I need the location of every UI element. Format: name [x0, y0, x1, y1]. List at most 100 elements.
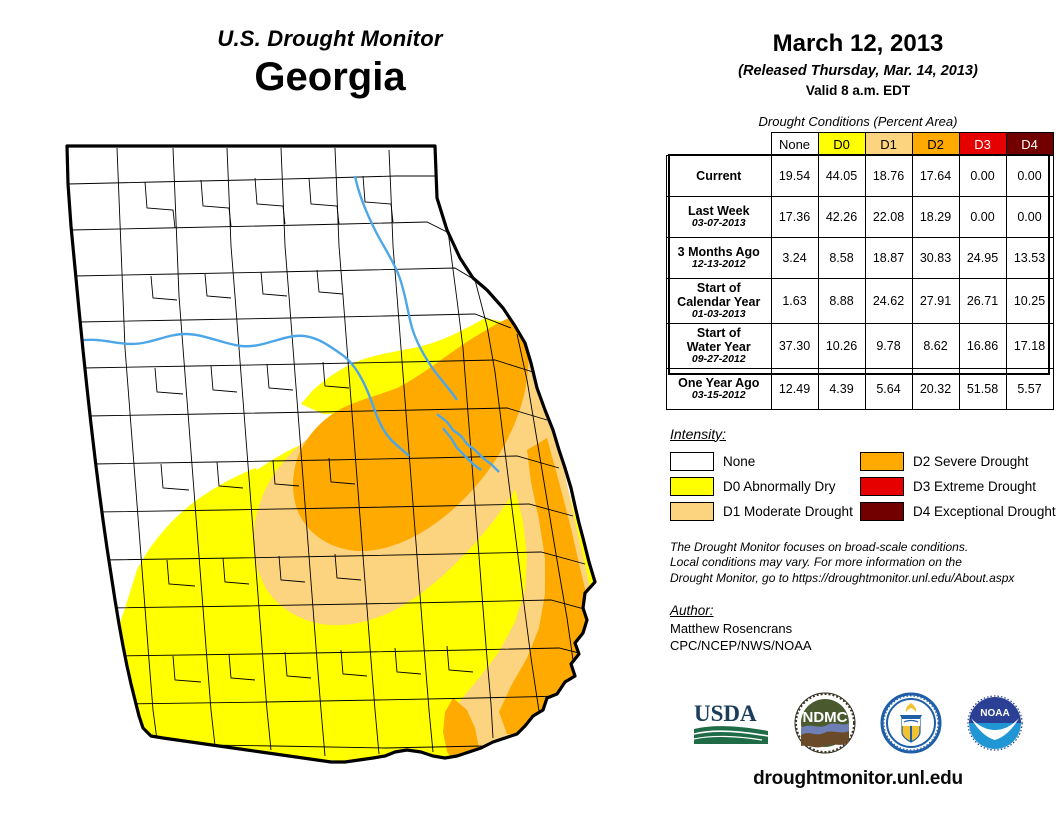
- drought-conditions-table: None D0 D1 D2 D3 D4 Current 19.54 44.05 18.76 17.…: [666, 132, 1054, 410]
- table-cell-d2: 30.83: [911, 237, 960, 279]
- svg-text:NDMC: NDMC: [803, 709, 848, 726]
- table-corner-cell: [667, 133, 772, 156]
- legend-label-d4: D4 Exceptional Drought: [913, 503, 1056, 519]
- drought-area-d2-southeast-lobe: [443, 698, 479, 762]
- table-header-d0: D0: [817, 132, 866, 156]
- table-header-d4: D4: [1005, 132, 1054, 156]
- table-row-label: Last Week 03-07-2013: [666, 196, 772, 238]
- site-url[interactable]: droughtmonitor.unl.edu: [753, 768, 963, 789]
- table-cell-d0: 44.05: [817, 155, 866, 197]
- table-cell-none: 17.36: [770, 196, 819, 238]
- table-cell-d2: 17.64: [911, 155, 960, 197]
- noaa-logo: NOAA: [967, 695, 1023, 751]
- table-row-sublabel: 09-27-2012: [691, 352, 746, 365]
- table-cell-d4: 13.53: [1005, 237, 1054, 279]
- table-cell-d2: 18.29: [911, 196, 960, 238]
- table-cell-d1: 24.62: [864, 278, 913, 324]
- legend-item-d1: D1 Moderate Drought: [670, 501, 860, 521]
- table-cell-d4: 17.18: [1005, 322, 1054, 369]
- conditions-table-wrap: None D0 D1 D2 D3 D4 Current 19.54 44.05 18.76 17.…: [666, 132, 1054, 410]
- table-cell-d2: 27.91: [911, 278, 960, 324]
- table-caption: Drought Conditions (Percent Area): [758, 114, 958, 129]
- legend-swatch-d3: [860, 476, 904, 496]
- legend-label-d3: D3 Extreme Drought: [913, 478, 1037, 494]
- table-cell-d0: 8.58: [817, 237, 866, 279]
- legend-label-d1: D1 Moderate Drought: [723, 503, 853, 519]
- savannah-river: [353, 175, 458, 401]
- table-row-label: Start of Water Year 09-27-2012: [666, 322, 772, 369]
- legend-label-none: None: [723, 453, 756, 469]
- table-cell-d4: 0.00: [1005, 155, 1054, 197]
- table-cell-none: 1.63: [770, 278, 819, 324]
- svg-text:USDA: USDA: [694, 701, 757, 726]
- table-cell-d0: 42.26: [817, 196, 866, 238]
- drought-area-d0-northwest: [121, 468, 287, 638]
- table-cell-d1: 22.08: [864, 196, 913, 238]
- drought-area-d2-coastal: [499, 438, 595, 734]
- table-header-row: None D0 D1 D2 D3 D4: [667, 132, 1054, 156]
- table-row-sublabel: 12-13-2012: [691, 258, 746, 271]
- legend-item-d2: D2 Severe Drought: [860, 451, 1050, 471]
- table-cell-d3: 51.58: [958, 367, 1007, 410]
- table-row: Last Week 03-07-2013 17.36 42.26 22.08 18.29 0…: [666, 196, 1054, 238]
- table-cell-d1: 18.87: [864, 237, 913, 279]
- table-cell-d4: 0.00: [1005, 196, 1054, 238]
- legend-item-d0: D0 Abnormally Dry: [670, 476, 860, 496]
- right-info-panel: March 12, 2013 (Released Thursday, Mar. …: [660, 0, 1056, 816]
- disclaimer-line-1: The Drought Monitor focuses on broad-sca…: [670, 539, 969, 554]
- svg-text:NOAA: NOAA: [980, 708, 1009, 719]
- table-cell-d3: 0.00: [958, 196, 1007, 238]
- legend-item-d3: D3 Extreme Drought: [860, 476, 1050, 496]
- agency-logos: USDA NDMC: [660, 692, 1056, 754]
- table-cell-d0: 4.39: [817, 367, 866, 410]
- table-cell-none: 37.30: [770, 322, 819, 369]
- table-row: 3 Months Ago 12-13-2012 3.24 8.58 18.87 30.83…: [666, 237, 1054, 279]
- author-affiliation: CPC/NCEP/NWS/NOAA: [670, 638, 812, 654]
- table-row: Start of Water Year 09-27-2012 37.30 10.26 9.…: [666, 322, 1054, 369]
- table-cell-d0: 10.26: [817, 322, 866, 369]
- table-header-d1: D1: [864, 132, 913, 156]
- table-cell-d3: 24.95: [958, 237, 1007, 279]
- title-block: U.S. Drought Monitor Georgia: [0, 26, 660, 98]
- legend-swatch-d4: [860, 501, 904, 521]
- ndmc-logo: NDMC: [794, 692, 856, 754]
- table-row-sublabel: 03-15-2012: [691, 388, 746, 401]
- table-cell-d3: 26.71: [958, 278, 1007, 324]
- usda-logo: USDA: [693, 701, 769, 744]
- table-cell-d2: 8.62: [911, 322, 960, 369]
- table-row: One Year Ago 03-15-2012 12.49 4.39 5.64 20.32…: [666, 367, 1054, 410]
- lake-clarks-hill: [442, 427, 482, 471]
- legend-item-none: None: [670, 451, 860, 471]
- author-title: Author:: [670, 602, 714, 618]
- chattahoochee-river: [72, 332, 410, 457]
- table-cell-none: 12.49: [770, 367, 819, 410]
- legend-label-d2: D2 Severe Drought: [913, 453, 1029, 469]
- table-cell-d3: 16.86: [958, 322, 1007, 369]
- date-block: March 12, 2013 (Released Thursday, Mar. …: [660, 0, 1056, 98]
- legend-swatch-d1: [670, 501, 714, 521]
- table-cell-d4: 5.57: [1005, 367, 1054, 410]
- program-title: U.S. Drought Monitor: [217, 26, 443, 51]
- disclaimer-line-2: Local conditions may vary. For more info…: [670, 555, 962, 570]
- author-name: Matthew Rosencrans: [670, 620, 793, 636]
- table-body: Current 19.54 44.05 18.76 17.64 0.00 0.00 Last …: [666, 155, 1054, 410]
- table-header-none: None: [770, 132, 819, 156]
- table-cell-d1: 18.76: [864, 155, 913, 197]
- valid-time: Valid 8 a.m. EDT: [805, 83, 911, 98]
- georgia-state-outline: [65, 144, 597, 764]
- table-row-sublabel: 03-07-2013: [691, 217, 746, 230]
- table-row-sublabel: 01-03-2013: [691, 308, 746, 320]
- legend-item-d4: D4 Exceptional Drought: [860, 501, 1056, 521]
- disclaimer-text: The Drought Monitor focuses on broad-sca…: [660, 540, 1056, 587]
- table-row: Start of Calendar Year 01-03-2013 1.63 8.88 2…: [666, 278, 1054, 324]
- state-title: Georgia: [254, 55, 406, 99]
- intensity-legend-grid: None D2 Severe Drought D0 Abnormally Dry D3…: [670, 449, 1056, 524]
- table-cell-none: 3.24: [770, 237, 819, 279]
- table-cell-d4: 10.25: [1005, 278, 1054, 324]
- georgia-drought-map: [55, 138, 655, 798]
- table-row-label: Start of Calendar Year 01-03-2013: [666, 278, 772, 324]
- author-block: Matthew Rosencrans CPC/NCEP/NWS/NOAA: [660, 620, 1056, 654]
- intensity-title: Intensity:: [670, 425, 727, 442]
- legend-swatch-none: [670, 451, 714, 471]
- table-row-label: 3 Months Ago 12-13-2012: [666, 237, 772, 279]
